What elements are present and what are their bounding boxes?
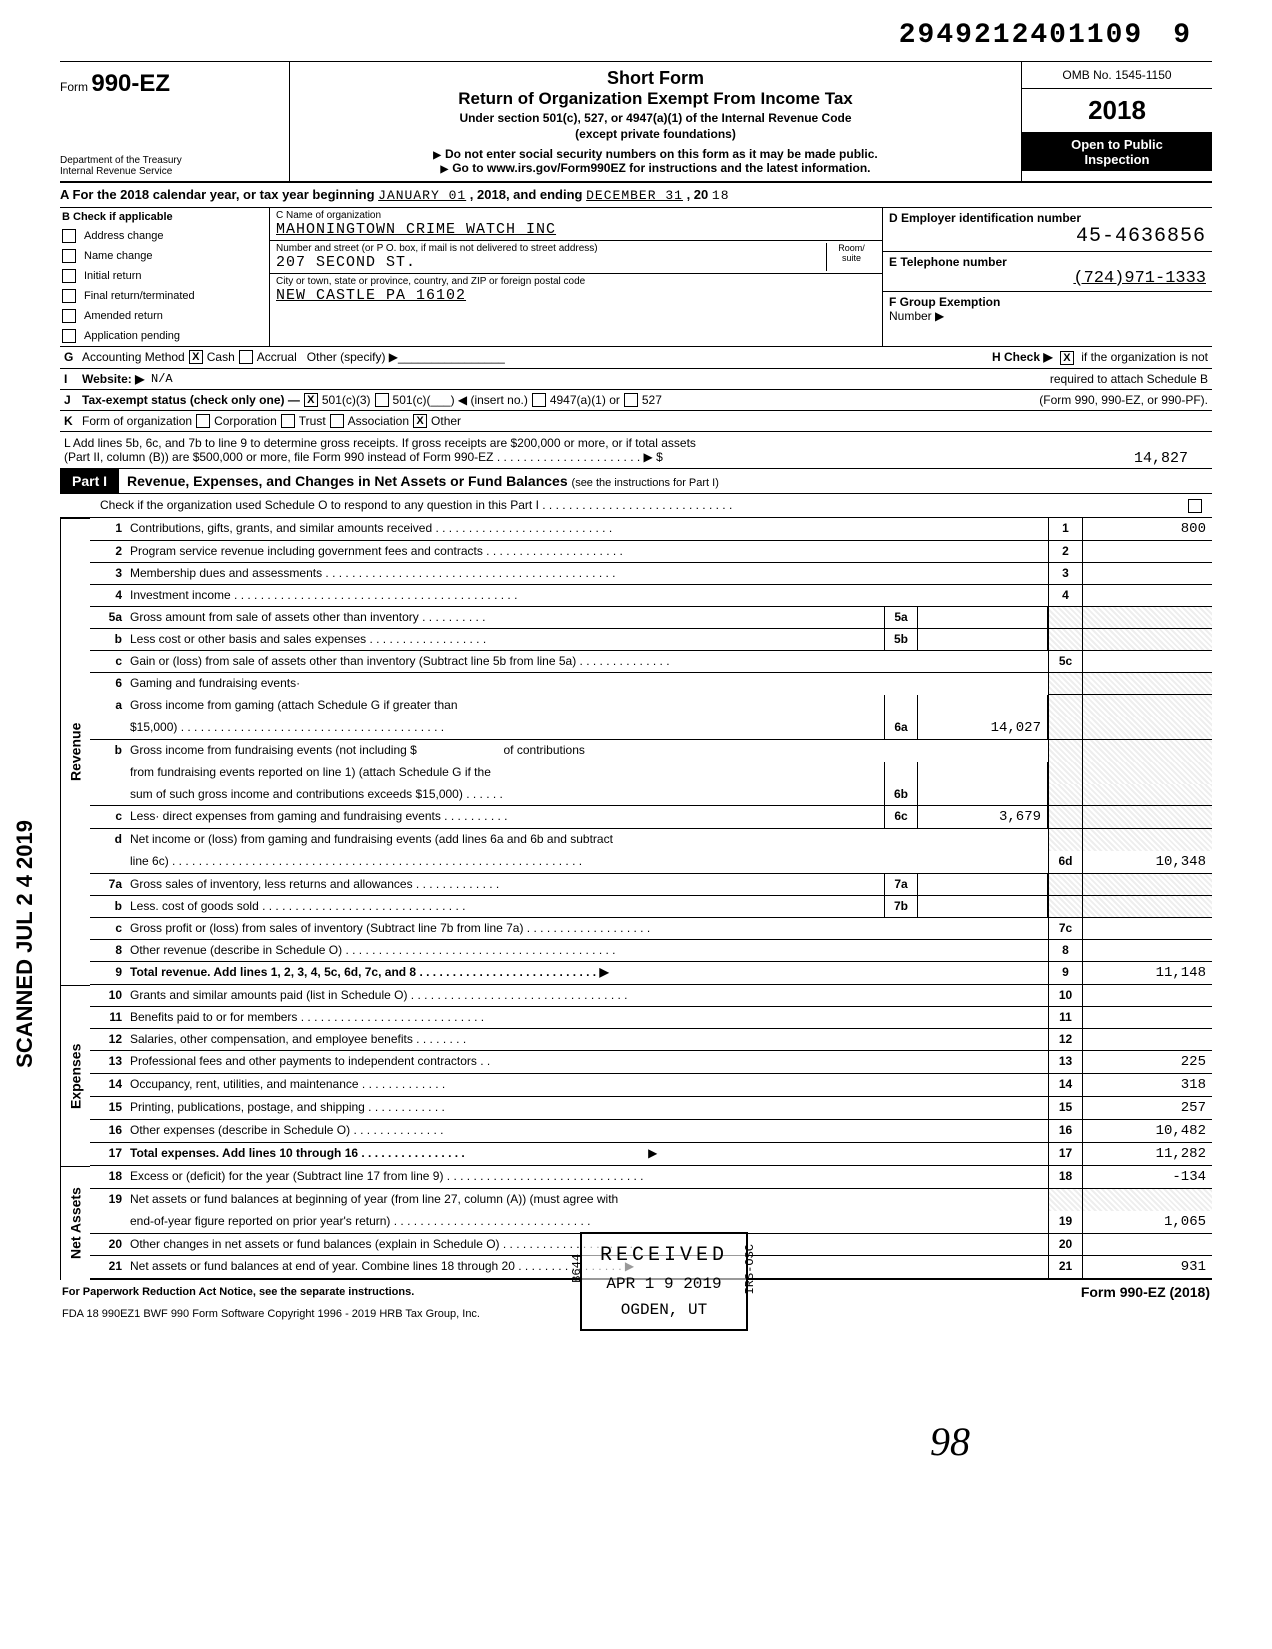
ein-label: D Employer identification number — [889, 211, 1206, 225]
check-amended-return[interactable]: Amended return — [60, 306, 269, 326]
row-j-tax-exempt: JTax-exempt status (check only one) — X5… — [60, 390, 1212, 411]
line-12-amount — [1082, 1029, 1212, 1050]
form-number: Form 990-EZ — [60, 70, 283, 98]
ein: 45-4636856 — [889, 225, 1206, 248]
dept-irs: Internal Revenue Service — [60, 166, 283, 177]
line-15-amount: 257 — [1082, 1097, 1212, 1119]
section-b-checkboxes: B Check if applicable Address change Nam… — [60, 208, 270, 346]
received-stamp: RECEIVED APR 1 9 2019 OGDEN, UT B644 IRS… — [580, 1232, 748, 1331]
line-17-amount: 11,282 — [1082, 1143, 1212, 1165]
line-1-amount: 800 — [1082, 518, 1212, 540]
line-7a-amount — [918, 874, 1048, 895]
phone: (724)971-1333 — [889, 269, 1206, 288]
inspection: Inspection — [1024, 152, 1210, 167]
group-exemption-label: F Group Exemption — [889, 295, 1000, 309]
line-6d-amount: 10,348 — [1082, 851, 1212, 873]
open-to-public: Open to Public — [1024, 137, 1210, 152]
line-6b-amount — [918, 784, 1048, 805]
form-title: Return of Organization Exempt From Incom… — [300, 89, 1011, 109]
document-number: 29492124011099 — [60, 20, 1212, 51]
line-20-amount — [1082, 1234, 1212, 1255]
check-cash[interactable]: X — [189, 350, 203, 364]
line-3-amount — [1082, 563, 1212, 584]
check-other[interactable]: X — [413, 414, 427, 428]
line-4-amount — [1082, 585, 1212, 606]
check-address-change[interactable]: Address change — [60, 226, 269, 246]
address-label: Number and street (or P O. box, if mail … — [276, 243, 826, 254]
row-i-website: IWebsite: ▶ N/A required to attach Sched… — [60, 369, 1212, 390]
short-form-label: Short Form — [300, 68, 1011, 89]
check-4947[interactable] — [532, 393, 546, 407]
tax-year: 2018 — [1022, 89, 1212, 133]
line-16-amount: 10,482 — [1082, 1120, 1212, 1142]
section-b-title: B Check if applicable — [60, 208, 269, 226]
org-name-label: C Name of organization — [276, 210, 876, 221]
check-name-change[interactable]: Name change — [60, 246, 269, 266]
address: 207 SECOND ST. — [276, 254, 826, 271]
city-label: City or town, state or province, country… — [276, 276, 876, 287]
dept-treasury: Department of the Treasury — [60, 155, 283, 166]
check-trust[interactable] — [281, 414, 295, 428]
line-2-amount — [1082, 541, 1212, 562]
part-1-schedule-o-check: Check if the organization used Schedule … — [60, 494, 1212, 518]
city-state-zip: NEW CASTLE PA 16102 — [276, 287, 876, 304]
check-schedule-o[interactable] — [1188, 499, 1202, 513]
line-7b-amount — [918, 896, 1048, 917]
line-6a-amount: 14,027 — [918, 717, 1048, 739]
line-l-gross-receipts: L Add lines 5b, 6c, and 7b to line 9 to … — [60, 432, 1212, 469]
line-6c-amount: 3,679 — [918, 806, 1048, 828]
form-header: Form 990-EZ Department of the Treasury I… — [60, 61, 1212, 183]
line-7c-amount — [1082, 918, 1212, 939]
check-501c[interactable] — [375, 393, 389, 407]
line-13-amount: 225 — [1082, 1051, 1212, 1073]
signature: 98 — [930, 1418, 970, 1465]
row-k-org-form: KForm of organization Corporation Trust … — [60, 411, 1212, 432]
group-exemption-number: Number ▶ — [889, 309, 944, 323]
form-note-2: Go to www.irs.gov/Form990EZ for instruct… — [300, 161, 1011, 175]
check-schedule-b[interactable]: X — [1060, 351, 1074, 365]
check-initial-return[interactable]: Initial return — [60, 266, 269, 286]
line-19-amount: 1,065 — [1082, 1211, 1212, 1233]
omb-number: OMB No. 1545-1150 — [1022, 62, 1212, 89]
check-527[interactable] — [624, 393, 638, 407]
pra-notice: For Paperwork Reduction Act Notice, see … — [62, 1286, 414, 1298]
check-501c3[interactable]: X — [304, 393, 318, 407]
check-application-pending[interactable]: Application pending — [60, 326, 269, 346]
line-a-tax-year: A For the 2018 calendar year, or tax yea… — [60, 183, 1212, 208]
org-name: MAHONINGTOWN CRIME WATCH INC — [276, 221, 876, 238]
phone-label: E Telephone number — [889, 255, 1206, 269]
row-g-accounting: GAccounting Method XCash Accrual Other (… — [60, 347, 1212, 369]
line-9-amount: 11,148 — [1082, 962, 1212, 984]
form-note-1: Do not enter social security numbers on … — [300, 147, 1011, 161]
form-subtitle-1: Under section 501(c), 527, or 4947(a)(1)… — [300, 111, 1011, 125]
line-8-amount — [1082, 940, 1212, 961]
form-subtitle-2: (except private foundations) — [300, 127, 1011, 141]
line-18-amount: -134 — [1082, 1166, 1212, 1188]
line-14-amount: 318 — [1082, 1074, 1212, 1096]
line-21-amount: 931 — [1082, 1256, 1212, 1278]
check-accrual[interactable] — [239, 350, 253, 364]
line-11-amount — [1082, 1007, 1212, 1028]
line-10-amount — [1082, 985, 1212, 1006]
expenses-label: Expenses — [60, 985, 90, 1166]
part-1-header: Part I Revenue, Expenses, and Changes in… — [60, 469, 1212, 494]
form-footer: Form 990-EZ (2018) — [1081, 1284, 1210, 1300]
line-5b-amount — [918, 629, 1048, 650]
room-suite-label: Room/ suite — [826, 243, 876, 271]
check-association[interactable] — [330, 414, 344, 428]
net-assets-label: Net Assets — [60, 1166, 90, 1280]
revenue-label: Revenue — [60, 518, 90, 985]
check-final-return[interactable]: Final return/terminated — [60, 286, 269, 306]
line-5a-amount — [918, 607, 1048, 628]
check-corporation[interactable] — [196, 414, 210, 428]
line-5c-amount — [1082, 651, 1212, 672]
scanned-stamp: SCANNED JUL 2 4 2019 — [12, 820, 38, 1068]
